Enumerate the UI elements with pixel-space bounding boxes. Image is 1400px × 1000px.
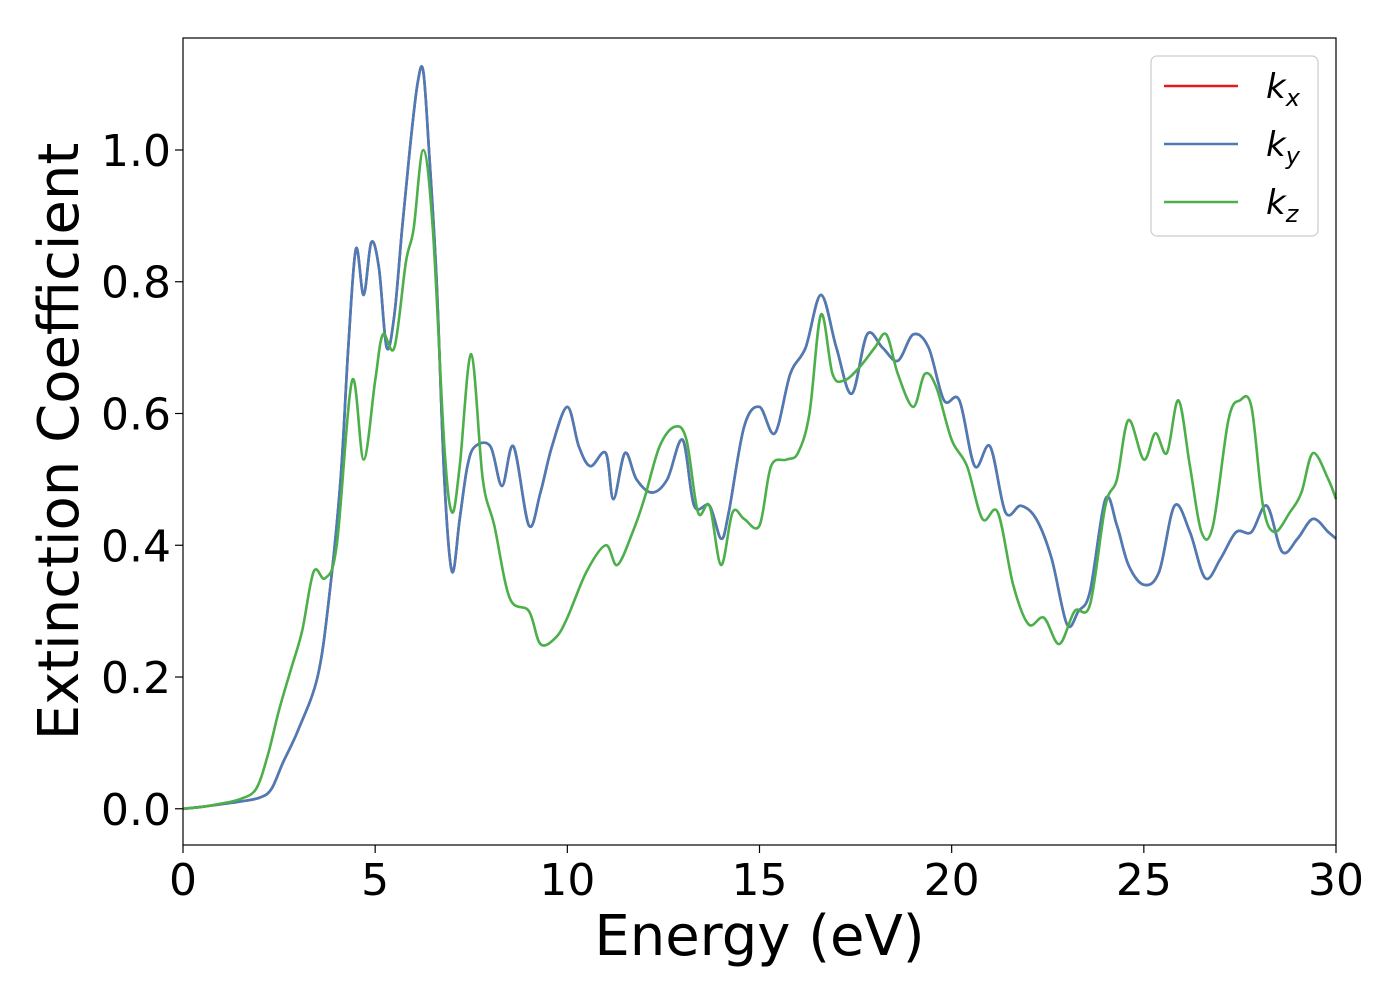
- legend-label-subscript: x: [1285, 84, 1301, 112]
- y-tick-label: 0.4: [101, 521, 171, 572]
- series-line-y: [182, 65, 1337, 811]
- legend-box: [1150, 55, 1319, 237]
- y-tick-label: 0.8: [101, 258, 171, 309]
- y-tick-label: 0.6: [101, 390, 171, 441]
- x-tick-label: 20: [924, 855, 980, 906]
- x-axis-title: Energy (eV): [594, 904, 924, 969]
- x-tick-label: 5: [361, 855, 389, 906]
- x-tick-label: 10: [539, 855, 595, 906]
- series-layer: [182, 65, 1338, 811]
- x-axis-ticks: 0 5 10 15 20 25 30: [169, 845, 1364, 906]
- legend-label-subscript: y: [1285, 142, 1301, 170]
- series-line-z: [182, 148, 1338, 811]
- y-tick-label: 0.2: [101, 653, 171, 704]
- y-tick-label: 0.0: [101, 785, 171, 836]
- x-tick-label: 15: [732, 855, 788, 906]
- y-tick-label: 1.0: [101, 126, 171, 177]
- y-axis-ticks: 0.0 0.2 0.4 0.6 0.8 1.0: [101, 126, 183, 836]
- x-tick-label: 30: [1308, 855, 1364, 906]
- y-axis-title: Extinction Coefficient: [27, 143, 92, 741]
- x-tick-label: 25: [1116, 855, 1172, 906]
- legend-label-subscript: z: [1285, 200, 1300, 228]
- x-tick-label: 0: [169, 855, 197, 906]
